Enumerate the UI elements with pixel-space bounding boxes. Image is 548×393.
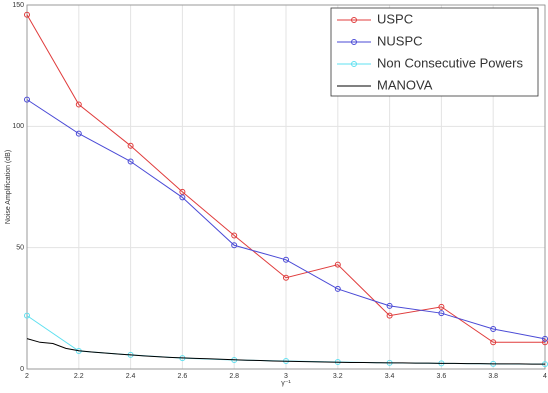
legend-label: NUSPC — [377, 33, 423, 48]
data-point — [386, 312, 393, 319]
x-tick-label: 3.8 — [488, 373, 498, 380]
y-tick-label: 0 — [20, 366, 24, 373]
data-point — [334, 261, 341, 268]
data-point — [75, 130, 82, 137]
legend-label: MANOVA — [377, 77, 433, 92]
legend-box — [330, 7, 539, 97]
x-axis-label: γ⁻¹ — [281, 380, 291, 387]
y-tick-label: 50 — [16, 245, 24, 252]
data-point — [438, 303, 445, 310]
data-point — [386, 302, 393, 309]
data-point — [438, 310, 445, 317]
legend-label: USPC — [377, 11, 413, 26]
series-line — [26, 338, 545, 365]
x-tick-label: 2 — [25, 373, 29, 380]
x-tick-label: 2.4 — [126, 373, 136, 380]
data-point — [24, 11, 30, 18]
data-point — [127, 142, 134, 149]
x-tick-label: 3 — [284, 373, 288, 380]
axes-box — [26, 4, 546, 370]
legend-marker — [351, 17, 357, 23]
y-tick-label: 100 — [12, 123, 24, 130]
data-point — [75, 101, 82, 108]
y-tick-label: 150 — [12, 2, 24, 9]
legend-marker — [351, 39, 357, 45]
data-point — [24, 312, 30, 319]
x-tick-label: 3.2 — [333, 373, 343, 380]
legend-marker — [351, 61, 357, 67]
x-tick-label: 3.6 — [437, 373, 447, 380]
x-tick-label: 2.2 — [74, 373, 84, 380]
data-point — [231, 232, 238, 239]
data-point — [283, 274, 289, 281]
data-point — [283, 256, 289, 263]
data-point — [334, 285, 341, 292]
x-tick-label: 2.6 — [178, 373, 188, 380]
y-axis-label: Noise Amplification (dB) — [5, 150, 12, 224]
x-tick-label: 4 — [543, 373, 547, 380]
data-point — [490, 325, 497, 332]
data-point — [179, 188, 186, 195]
legend-label: Non Consecutive Powers — [377, 55, 523, 70]
data-point — [24, 96, 30, 103]
series-line — [26, 99, 546, 340]
x-tick-label: 3.4 — [385, 373, 395, 380]
data-point — [490, 339, 497, 346]
data-point — [127, 158, 134, 165]
data-point — [231, 242, 238, 249]
data-point — [179, 194, 186, 201]
x-tick-label: 2.8 — [229, 373, 239, 380]
